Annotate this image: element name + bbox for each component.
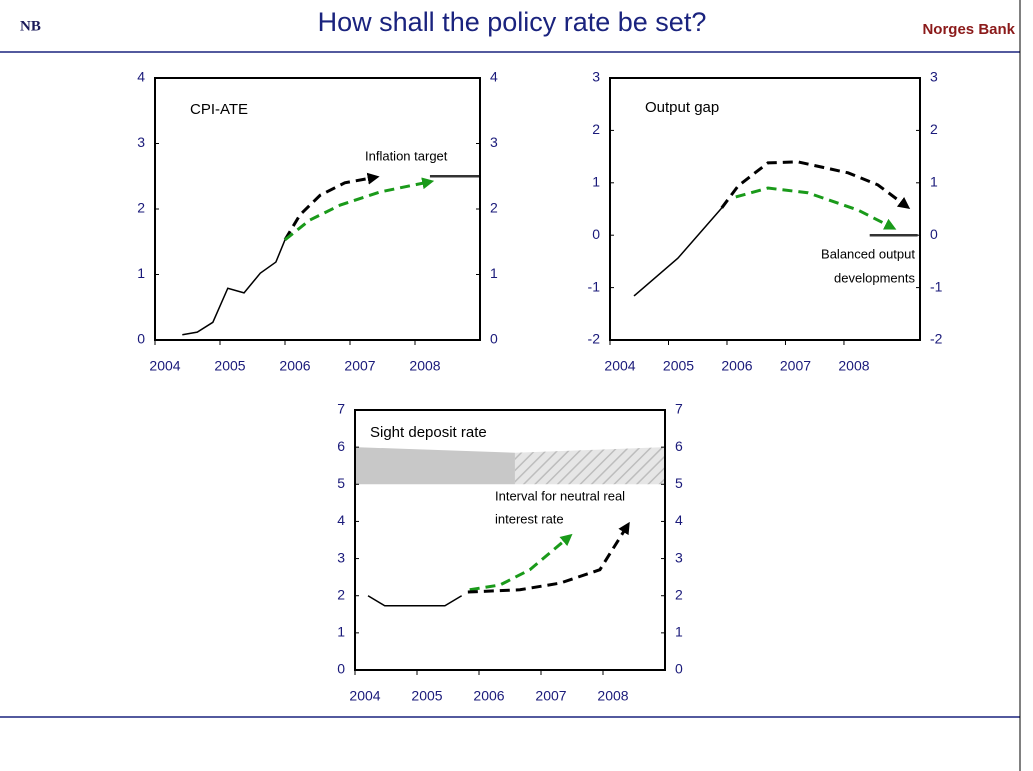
y2-tick-label: 4 (490, 69, 498, 85)
history-line (182, 239, 286, 336)
projection-line (469, 533, 573, 592)
y2-tick-label: 0 (490, 331, 498, 347)
plot-frame (354, 409, 666, 671)
x-tick-label: 2004 (604, 358, 635, 374)
plot-area (610, 78, 920, 340)
y-tick-label: 0 (337, 661, 345, 677)
y-tick-label: 7 (337, 401, 345, 417)
y2-tick-label: 1 (675, 624, 683, 640)
x-tick-label: 2004 (349, 688, 380, 704)
logo: NB (20, 18, 41, 34)
y-tick-label: -2 (588, 331, 601, 347)
y2-tick-label: -2 (930, 331, 943, 347)
x-tick-label: 2006 (721, 358, 752, 374)
y2-tick-label: 0 (675, 661, 683, 677)
plot-frame (609, 77, 921, 341)
chart-title: Output gap (645, 99, 719, 116)
y2-tick-label: 0 (930, 226, 938, 242)
y2-tick-label: 3 (930, 69, 938, 85)
slide-title: How shall the policy rate be set? (318, 7, 707, 37)
annotation: developments (834, 270, 915, 285)
y-tick-label: 3 (137, 134, 145, 150)
y2-tick-label: 2 (930, 121, 938, 137)
x-tick-label: 2007 (344, 358, 375, 374)
chart: -2 -1 0 1 2 3 -2 -1 0 1 2 3 2004 2005 2006 2007 2008 Outp… (588, 69, 943, 374)
annotation: Balanced output (821, 246, 915, 261)
y2-tick-label: 2 (675, 586, 683, 602)
projection-line (735, 186, 897, 230)
y2-tick-label: 4 (675, 512, 683, 528)
y-tick-label: 0 (137, 331, 145, 347)
x-tick-label: 2005 (663, 358, 694, 374)
y-tick-label: 2 (137, 200, 145, 216)
y2-tick-label: 3 (490, 134, 498, 150)
chart: 0 1 2 3 4 0 1 2 3 4 2004 2005 2006 2007 2008 CPI-ATE Inf… (137, 69, 498, 374)
projection-line (284, 177, 435, 241)
y2-tick-label: 5 (675, 475, 683, 491)
y2-tick-label: 7 (675, 401, 683, 417)
y-tick-label: 2 (592, 121, 600, 137)
plot-area (155, 78, 480, 340)
history-line (633, 207, 723, 297)
y-tick-label: 3 (592, 69, 600, 85)
y2-tick-label: 1 (930, 174, 938, 190)
y-tick-label: 2 (337, 586, 345, 602)
x-tick-label: 2008 (597, 688, 628, 704)
x-tick-label: 2008 (409, 358, 440, 374)
x-tick-label: 2006 (473, 688, 504, 704)
x-tick-label: 2008 (838, 358, 869, 374)
projection-line (283, 172, 380, 241)
annotation: interest rate (495, 511, 564, 526)
chart: 0 1 2 3 4 5 6 7 0 1 2 3 4 5 6 7 2004 2005 2006 2007 2008 Sigh… (337, 401, 683, 704)
y-tick-label: 1 (137, 265, 145, 281)
annotation: Inflation target (365, 148, 448, 163)
neutral-rate-band (514, 447, 665, 485)
x-tick-label: 2004 (149, 358, 180, 374)
y2-tick-label: 6 (675, 438, 683, 454)
x-tick-label: 2005 (411, 688, 442, 704)
y-tick-label: 1 (337, 624, 345, 640)
y2-tick-label: 3 (675, 549, 683, 565)
projection-line (467, 521, 630, 594)
projection-line (720, 160, 911, 209)
chart-title: Sight deposit rate (370, 424, 487, 441)
y2-tick-label: -1 (930, 278, 943, 294)
y-tick-label: 6 (337, 438, 345, 454)
neutral-rate-band (355, 447, 515, 485)
y2-tick-label: 2 (490, 200, 498, 216)
brand: Norges Bank (922, 21, 1015, 38)
annotation: Interval for neutral real (495, 488, 625, 503)
y-tick-label: -1 (588, 278, 601, 294)
y-tick-label: 3 (337, 549, 345, 565)
chart-title: CPI-ATE (190, 101, 248, 118)
y-tick-label: 1 (592, 174, 600, 190)
y-tick-label: 5 (337, 475, 345, 491)
y2-tick-label: 1 (490, 265, 498, 281)
y-tick-label: 4 (137, 69, 145, 85)
x-tick-label: 2006 (279, 358, 310, 374)
y-tick-label: 0 (592, 226, 600, 242)
plot-frame (154, 77, 481, 341)
y-tick-label: 4 (337, 512, 345, 528)
x-tick-label: 2005 (214, 358, 245, 374)
history-line (367, 595, 463, 607)
x-tick-label: 2007 (780, 358, 811, 374)
x-tick-label: 2007 (535, 688, 566, 704)
